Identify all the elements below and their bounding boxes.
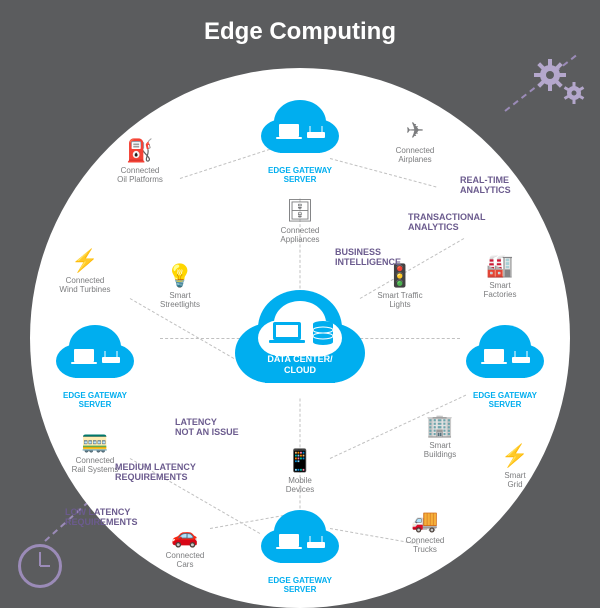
page-title: Edge Computing: [204, 18, 396, 46]
wind-turbines-label: ConnectedWind Turbines: [50, 277, 120, 295]
edge-label: EDGE GATEWAYSERVER: [473, 392, 537, 410]
clock-icon: [18, 544, 62, 588]
edge-gateway-top: EDGE GATEWAYSERVER: [255, 98, 345, 163]
factories-icon: 🏭: [465, 253, 535, 279]
airplanes-icon: ✈: [380, 118, 450, 144]
oil-platforms-icon: ⛽: [105, 138, 175, 164]
factories-label: SmartFactories: [465, 282, 535, 300]
node-smart-buildings: 🏢 SmartBuildings: [405, 413, 475, 460]
node-appliances: 🗄 ConnectedAppliances: [265, 198, 335, 245]
appliances-icon: 🗄: [265, 198, 335, 224]
oil-platforms-label: ConnectedOil Platforms: [105, 167, 175, 185]
smart-grid-label: SmartGrid: [480, 472, 550, 490]
node-wind-turbines: ⚡ ConnectedWind Turbines: [50, 248, 120, 295]
connected-cars-icon: 🚗: [150, 523, 220, 549]
node-traffic-lights: 🚦Smart TrafficLights: [365, 263, 435, 310]
edge-label: EDGE GATEWAYSERVER: [268, 167, 332, 185]
smart-grid-icon: ⚡: [480, 443, 550, 469]
node-factories: 🏭 SmartFactories: [465, 253, 535, 300]
edge-label: EDGE GATEWAYSERVER: [63, 392, 127, 410]
smart-buildings-label: SmartBuildings: [405, 442, 475, 460]
mobile-devices-label: MobileDevices: [265, 477, 335, 495]
main-circle: DATA CENTER/CLOUD EDGE GATEWAYSERVER EDG…: [30, 68, 570, 608]
annotation-realtime: REAL-TIMEANALYTICS: [460, 176, 511, 196]
gears-icon: [530, 55, 590, 115]
node-oil-platforms: ⛽ ConnectedOil Platforms: [105, 138, 175, 185]
wind-turbines-icon: ⚡: [50, 248, 120, 274]
annotation-transactional: TRANSACTIONALANALYTICS: [408, 213, 486, 233]
node-connected-trucks: 🚚 ConnectedTrucks: [390, 508, 460, 555]
streetlights-label: SmartStreetlights: [145, 292, 215, 310]
airplanes-label: ConnectedAirplanes: [380, 147, 450, 165]
annotation-business-intel: BUSINESSINTELLIGENCE: [335, 248, 401, 268]
edge-gateway-right: EDGE GATEWAYSERVER: [460, 323, 550, 388]
node-streetlights: 💡 SmartStreetlights: [145, 263, 215, 310]
annotation-low-latency: LOW LATENCYREQUIREMENTS: [65, 508, 138, 528]
connected-cars-label: ConnectedCars: [150, 552, 220, 570]
annotation-latency-ok: LATENCYNOT AN ISSUE: [175, 418, 239, 438]
streetlights-icon: 💡: [145, 263, 215, 289]
center-cloud: DATA CENTER/CLOUD: [225, 278, 375, 398]
node-connected-cars: 🚗 ConnectedCars: [150, 523, 220, 570]
annotation-medium-latency: MEDIUM LATENCYREQUIREMENTS: [115, 463, 196, 483]
node-airplanes: ✈ ConnectedAirplanes: [380, 118, 450, 165]
node-smart-grid: ⚡ SmartGrid: [480, 443, 550, 490]
center-label: DATA CENTER/CLOUD: [267, 354, 332, 376]
rail-systems-icon: 🚃: [60, 428, 130, 454]
edge-gateway-bottom: EDGE GATEWAYSERVER: [255, 508, 345, 573]
edge-gateway-left: EDGE GATEWAYSERVER: [50, 323, 140, 388]
connected-trucks-label: ConnectedTrucks: [390, 537, 460, 555]
edge-label: EDGE GATEWAYSERVER: [268, 577, 332, 595]
mobile-devices-icon: 📱: [265, 448, 335, 474]
smart-buildings-icon: 🏢: [405, 413, 475, 439]
traffic-lights-label: Smart TrafficLights: [365, 292, 435, 310]
node-mobile-devices: 📱 MobileDevices: [265, 448, 335, 495]
appliances-label: ConnectedAppliances: [265, 227, 335, 245]
connected-trucks-icon: 🚚: [390, 508, 460, 534]
